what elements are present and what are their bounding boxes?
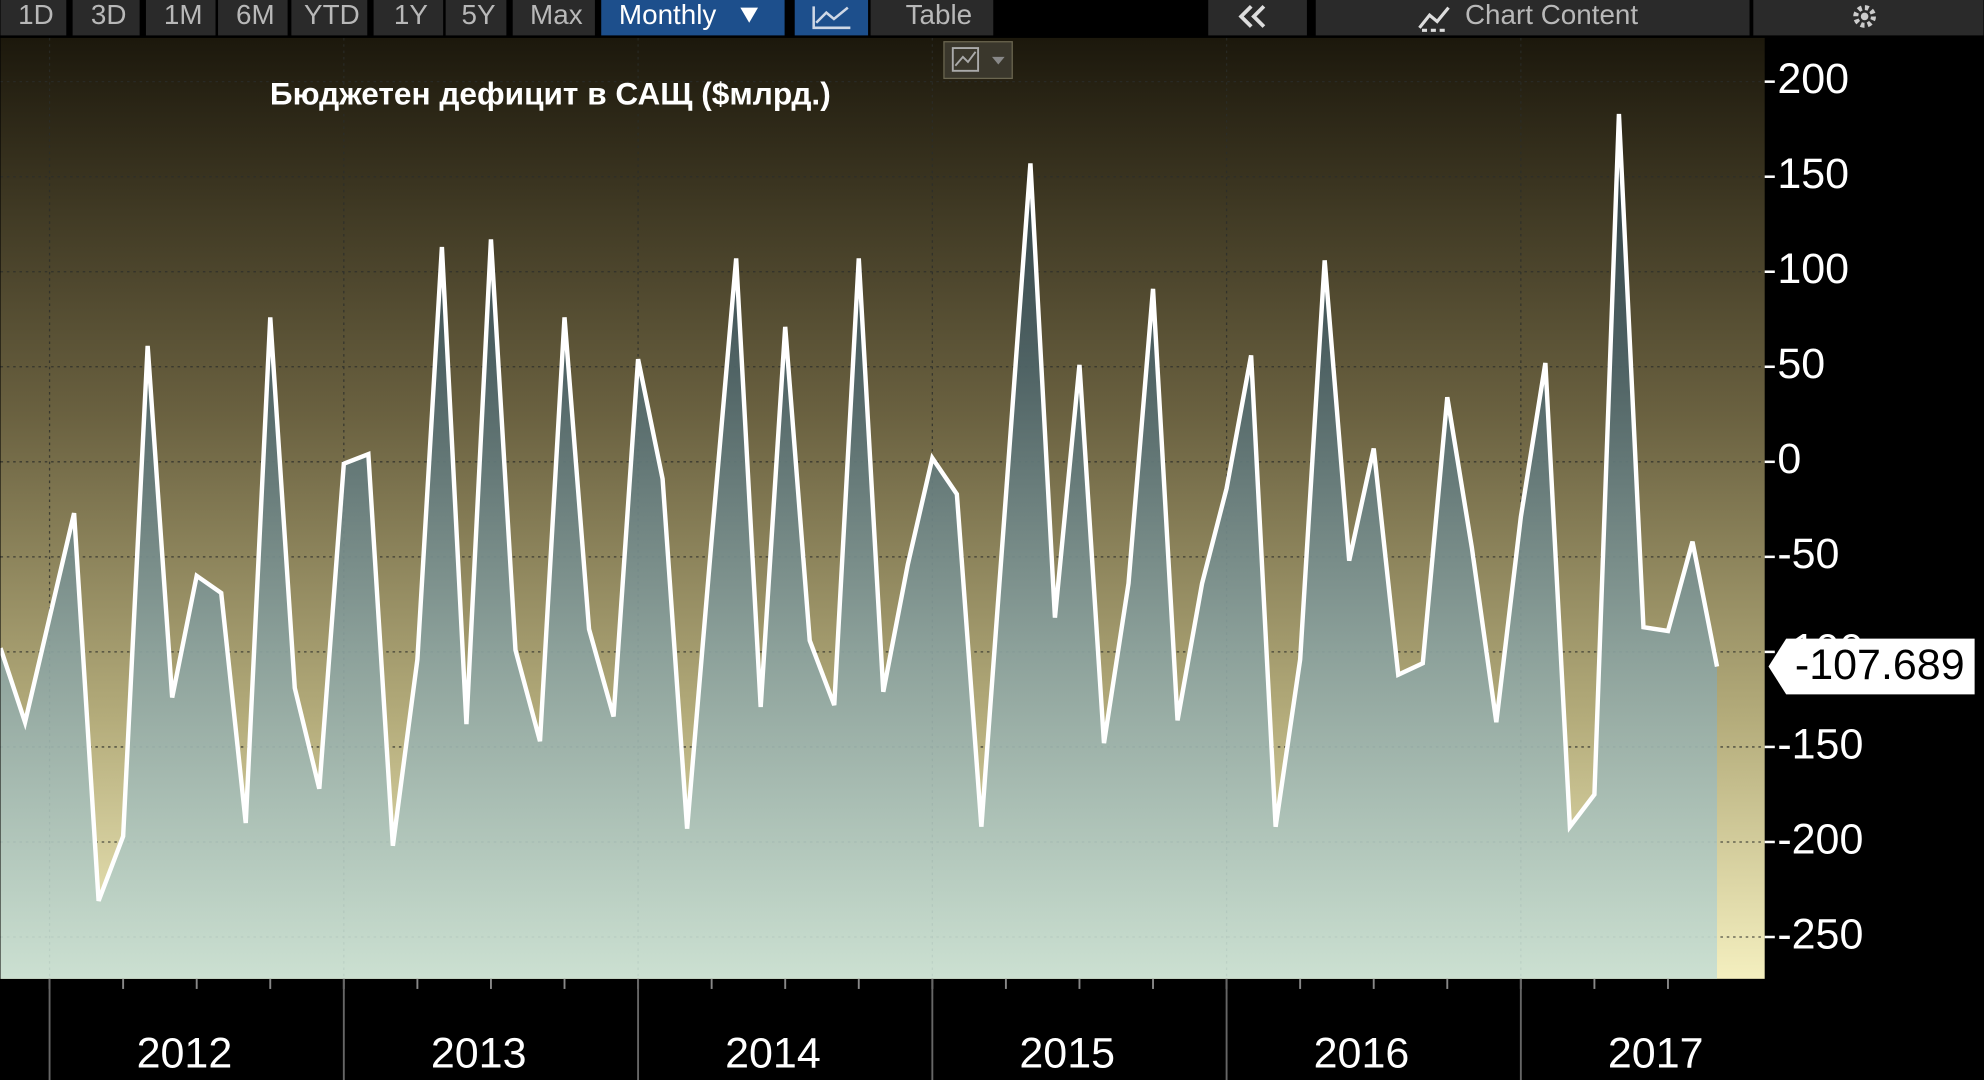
line <box>0 113 1720 902</box>
frequency-button[interactable] <box>601 0 785 36</box>
range-button[interactable] <box>291 0 368 36</box>
collapse-icon <box>1238 4 1266 28</box>
range-label[interactable]: 1M <box>164 0 203 30</box>
x-tick-label: 2014 <box>725 1029 821 1077</box>
x-tick-label: 2012 <box>137 1029 233 1077</box>
x-tick-label: 2013 <box>431 1029 527 1077</box>
last-value-label: -107.689 <box>1795 641 1965 689</box>
gear-icon <box>1853 5 1876 28</box>
range-label[interactable]: Max <box>530 0 583 30</box>
chart-title: Бюджетен дефицит в САЩ ($млрд.) <box>270 75 831 111</box>
frequency-label[interactable]: Monthly <box>619 0 716 30</box>
chart-icon <box>812 6 851 30</box>
range-label[interactable]: 1D <box>18 0 54 30</box>
range-label[interactable]: 5Y <box>462 0 496 30</box>
range-label[interactable]: 1Y <box>394 0 428 30</box>
series-selector-arrow <box>992 56 1005 65</box>
y-tick-label: -250 <box>1777 910 1863 958</box>
range-button[interactable] <box>512 0 595 36</box>
range-label[interactable]: 6M <box>236 0 275 30</box>
y-tick-label: 150 <box>1777 150 1849 198</box>
series-selector-icon <box>951 47 980 72</box>
toolbar: Monthly Table Chart Content 1D 3D 1M 6M YTD 1… <box>0 0 1984 36</box>
plot <box>0 37 1765 979</box>
range-button[interactable] <box>218 0 288 36</box>
y-tick-label: 200 <box>1777 55 1849 103</box>
series-selector-line <box>954 51 977 67</box>
range-label[interactable]: YTD <box>304 0 360 30</box>
range-button[interactable] <box>373 0 444 36</box>
range-button[interactable] <box>0 0 67 36</box>
chart-content-button[interactable] <box>1315 0 1750 36</box>
table-label[interactable]: Table <box>906 0 973 30</box>
range-button[interactable] <box>145 0 216 36</box>
chart-content-icon <box>1418 6 1450 32</box>
y-tick-label: -150 <box>1777 720 1863 768</box>
last-value-box <box>1768 638 1975 695</box>
table-button[interactable] <box>870 0 994 36</box>
range-button[interactable] <box>72 0 140 36</box>
y-tick-label: 50 <box>1777 340 1825 388</box>
y-tick-label: -200 <box>1777 815 1863 863</box>
settings-button[interactable] <box>1753 0 1984 36</box>
y-tick-label: 0 <box>1777 435 1801 483</box>
x-tick-label: 2017 <box>1608 1029 1704 1077</box>
y-tick-label: 100 <box>1777 245 1849 293</box>
series-selector[interactable] <box>943 41 1013 80</box>
range-button[interactable] <box>445 0 507 36</box>
range-label[interactable]: 3D <box>91 0 127 30</box>
chart-content-label[interactable]: Chart Content <box>1465 0 1638 30</box>
y-tick-label: -50 <box>1777 530 1839 578</box>
area <box>0 113 1718 979</box>
dropdown-arrow[interactable] <box>740 7 759 23</box>
gear-center <box>1860 12 1869 21</box>
x-tick-label: 2015 <box>1019 1029 1115 1077</box>
x-tick-label: 2016 <box>1314 1029 1410 1077</box>
